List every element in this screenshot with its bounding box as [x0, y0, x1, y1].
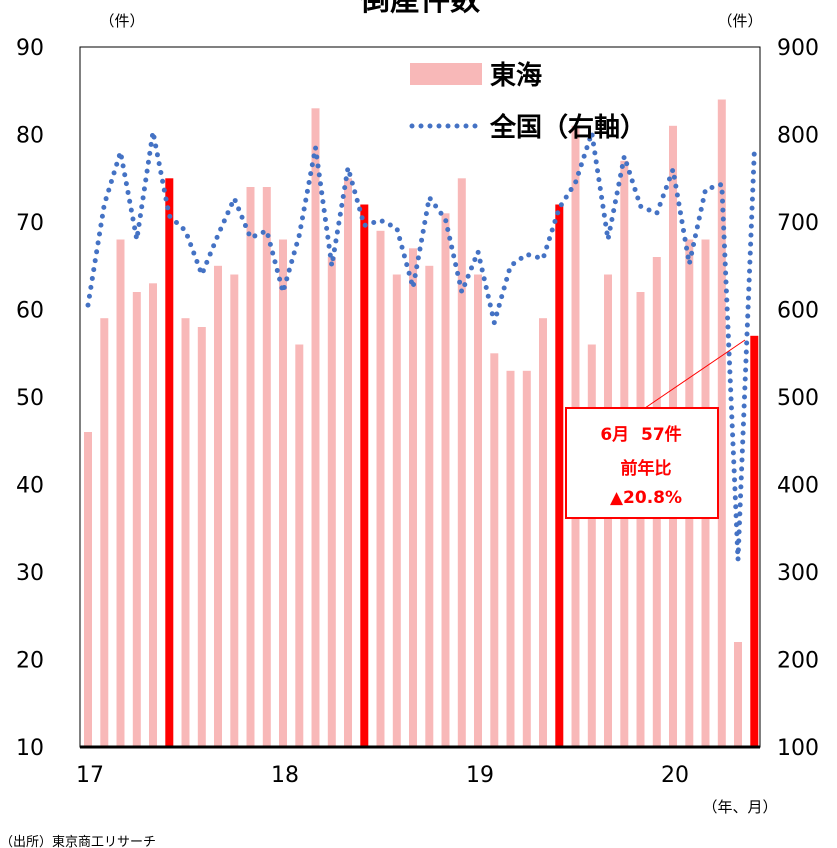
right-tick-label: 800: [777, 124, 819, 149]
legend-label-tokai: 東海: [490, 61, 542, 91]
bar: [327, 257, 336, 747]
bar: [587, 344, 596, 747]
bar: [262, 187, 271, 747]
bar: [376, 230, 385, 748]
legend-label-national: 全国（右軸）: [489, 112, 646, 143]
x-tick-label: 20: [661, 763, 689, 788]
bar: [149, 283, 157, 748]
right-tick-label: 500: [777, 386, 819, 411]
callout-leader-line: [644, 339, 746, 409]
bar: [392, 274, 401, 747]
bar: [457, 178, 466, 748]
bar: [230, 274, 239, 747]
x-tick-label: 18: [271, 763, 299, 788]
annotation-callout: 6月 57件 前年比 ▲20.8%: [565, 339, 746, 519]
bar: [425, 265, 434, 748]
bar: [116, 239, 125, 747]
national-line: [85, 131, 757, 560]
left-tick-label: 70: [16, 211, 44, 236]
bar: [197, 327, 206, 747]
right-tick-label: 700: [777, 211, 819, 236]
left-tick-label: 50: [16, 386, 44, 411]
callout-box: [565, 407, 719, 519]
bar-highlight: [750, 335, 759, 748]
bar: [522, 370, 531, 748]
left-tick-label: 30: [16, 561, 44, 586]
bar: [311, 108, 320, 748]
x-tick-label: 19: [466, 763, 494, 788]
bar: [279, 239, 287, 747]
right-tick-label: 400: [777, 474, 819, 499]
bar: [409, 248, 417, 748]
bar-highlight: [165, 178, 174, 748]
callout-line-2: 前年比: [621, 458, 672, 479]
bar: [132, 292, 141, 747]
right-tick-label: 100: [777, 736, 819, 761]
bar-highlight: [360, 204, 369, 747]
line-series-national: [85, 131, 757, 560]
callout-line-1: 6月 57件: [600, 424, 681, 445]
bar: [490, 353, 499, 748]
x-tick-label: 17: [76, 763, 104, 788]
legend-swatch-tokai: [410, 63, 482, 85]
right-tick-label: 900: [777, 36, 819, 61]
source-note: （出所）東京商工リサーチ: [0, 834, 156, 848]
bar: [100, 318, 109, 747]
bar: [539, 318, 547, 747]
bar-highlight: [555, 204, 564, 747]
bar: [441, 213, 450, 748]
bar: [84, 432, 92, 747]
left-tick-label: 60: [16, 299, 44, 324]
chart-title: 倒産件数: [359, 0, 481, 18]
left-tick-label: 80: [16, 124, 44, 149]
x-axis-unit: （年、月）: [702, 798, 777, 816]
right-tick-label: 200: [777, 649, 819, 674]
right-tick-label: 300: [777, 561, 819, 586]
bar: [214, 265, 222, 748]
bar: [506, 370, 515, 748]
left-tick-label: 90: [16, 36, 44, 61]
left-tick-label: 40: [16, 474, 44, 499]
right-tick-label: 600: [777, 299, 819, 324]
bar: [734, 642, 742, 747]
bar: [474, 274, 482, 747]
legend: 東海 全国（右軸）: [409, 61, 646, 143]
left-axis-ticks: 10 20 30 40 50 60 70 80 90: [16, 36, 44, 761]
bar: [295, 344, 304, 747]
x-axis-ticks: 17 18 19 20: [76, 763, 689, 788]
right-axis-ticks: 100 200 300 400 500 600 700 800 900: [777, 36, 819, 761]
bar: [181, 318, 190, 747]
bar: [344, 178, 352, 748]
right-axis-unit: （件）: [717, 12, 762, 30]
bar: [717, 99, 726, 747]
bar: [636, 292, 645, 747]
bar: [246, 187, 255, 747]
callout-line-3: ▲20.8%: [610, 488, 682, 508]
left-tick-label: 10: [16, 736, 44, 761]
left-axis-unit: （件）: [99, 12, 144, 30]
left-tick-label: 20: [16, 649, 44, 674]
